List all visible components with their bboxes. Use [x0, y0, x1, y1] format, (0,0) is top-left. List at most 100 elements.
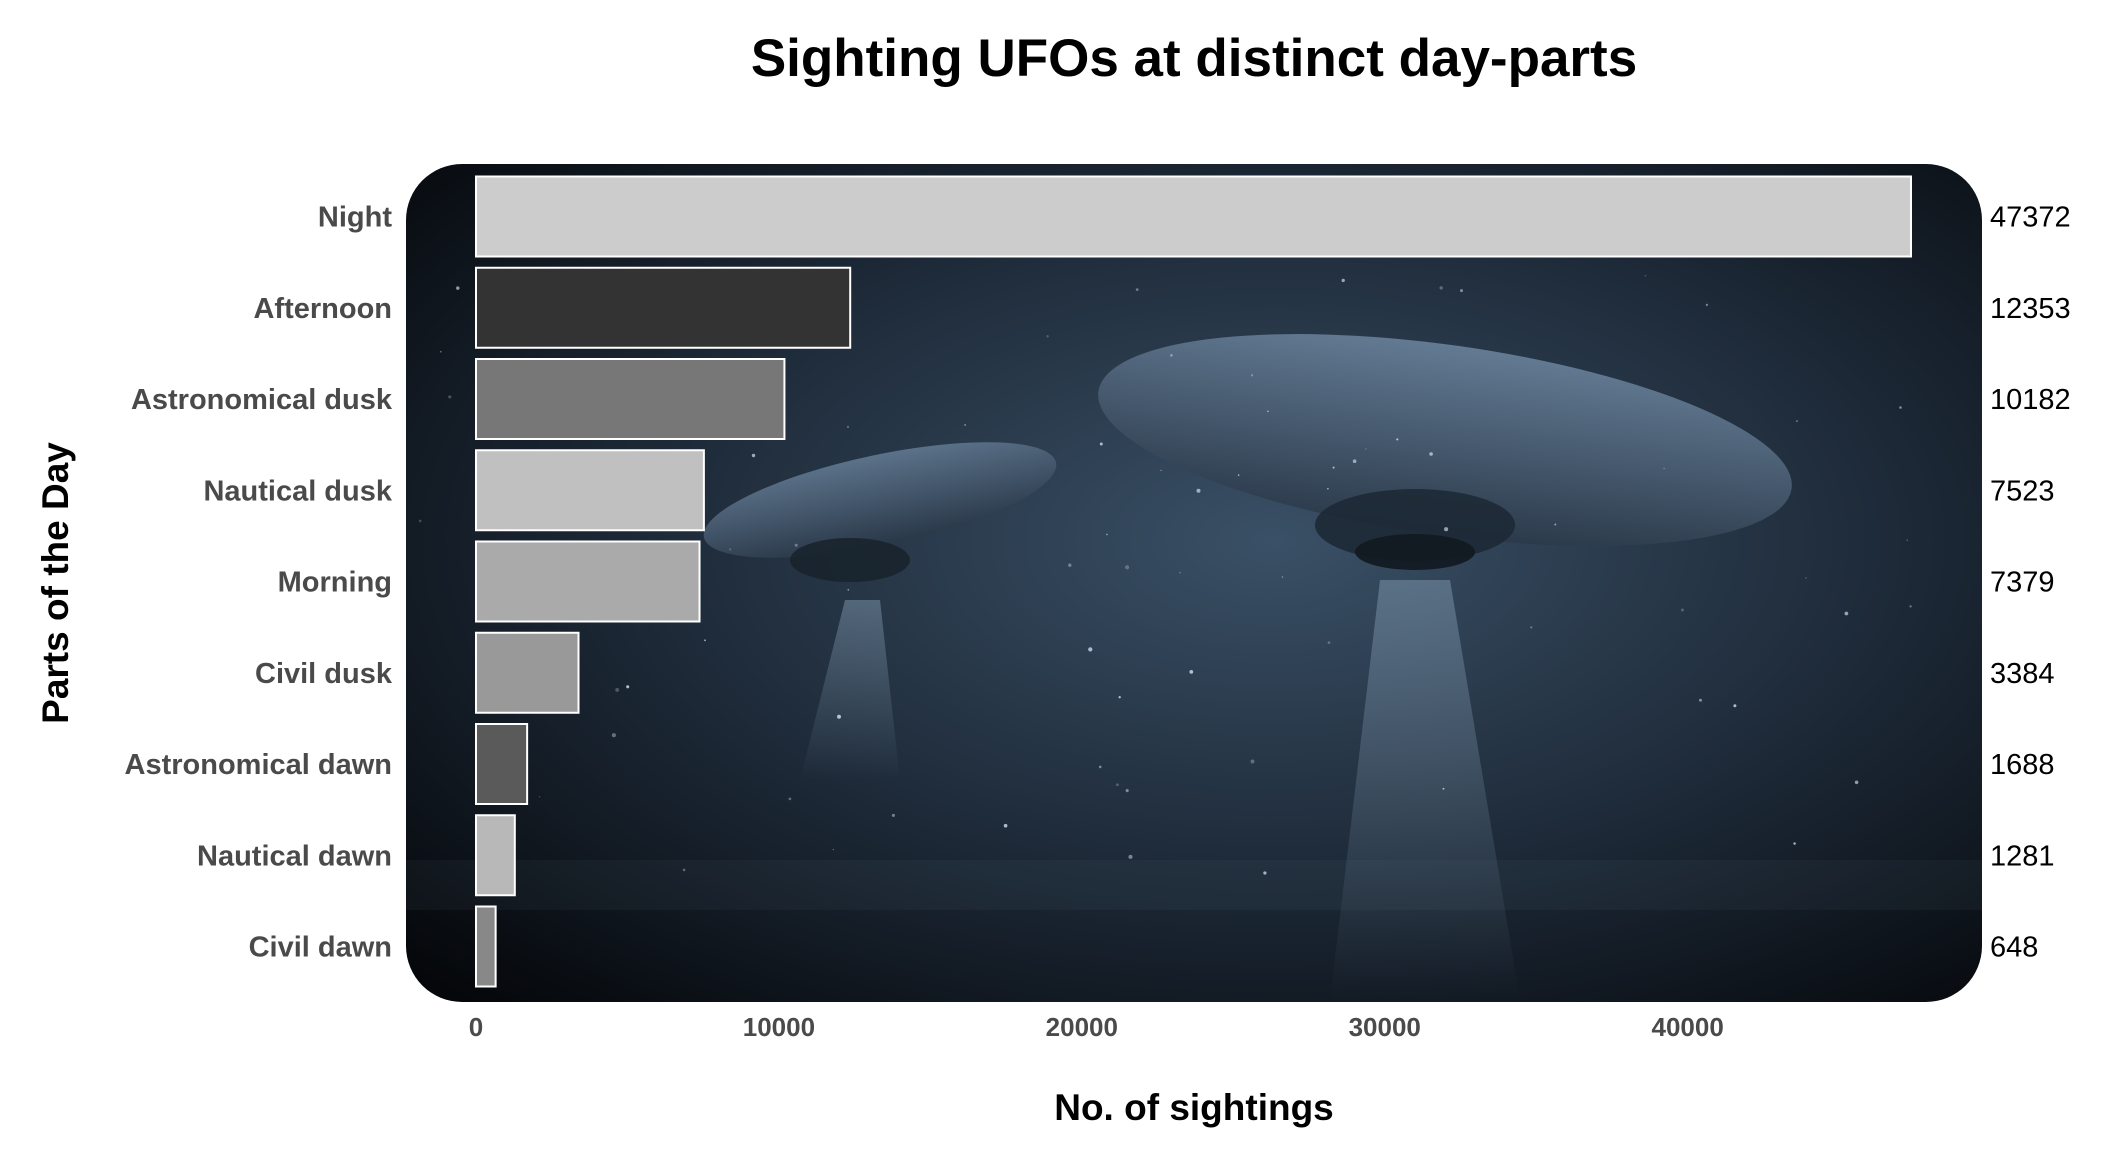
star [1341, 278, 1345, 283]
star [832, 848, 835, 851]
x-axis-title: No. of sightings [1054, 1087, 1334, 1128]
y-axis-title: Parts of the Day [35, 442, 76, 724]
star [1442, 787, 1445, 790]
x-tick-label: 0 [469, 1012, 483, 1042]
bar [475, 723, 529, 805]
star [682, 868, 686, 872]
value-label: 7523 [1990, 475, 2055, 507]
star [1003, 823, 1008, 828]
star [891, 813, 895, 817]
star [418, 519, 422, 523]
category-label: Nautical dusk [203, 475, 392, 507]
value-label: 1281 [1990, 840, 2055, 872]
star [440, 350, 442, 353]
x-tick-label: 10000 [743, 1012, 815, 1042]
value-label: 10182 [1990, 384, 2071, 416]
star [1795, 420, 1798, 423]
star [626, 685, 630, 689]
star [794, 543, 798, 547]
star [1068, 563, 1072, 567]
star [1909, 605, 1912, 608]
star [751, 453, 756, 458]
star [448, 395, 452, 399]
star [1793, 842, 1796, 845]
star [1263, 871, 1267, 875]
star [1396, 438, 1399, 441]
category-label: Astronomical dusk [131, 384, 393, 416]
star [1733, 704, 1737, 708]
star [847, 588, 850, 591]
star [1844, 611, 1849, 616]
star [837, 714, 841, 719]
star [1237, 474, 1240, 476]
star [1805, 577, 1807, 579]
value-label: 3384 [1990, 658, 2055, 690]
star [846, 425, 850, 429]
star [788, 797, 792, 801]
star [1530, 626, 1533, 629]
star [1099, 442, 1103, 446]
category-label: Civil dusk [255, 658, 393, 690]
value-label: 12353 [1990, 293, 2071, 325]
bar [475, 266, 852, 349]
star [1439, 286, 1443, 290]
category-label: Civil dawn [249, 932, 392, 964]
star [1365, 448, 1367, 450]
star [1327, 488, 1329, 490]
bar [475, 905, 497, 988]
value-label: 47372 [1990, 202, 2071, 234]
bar [475, 631, 580, 714]
star [704, 639, 706, 642]
category-label: Afternoon [253, 293, 392, 325]
star [456, 286, 460, 290]
star [1705, 303, 1709, 307]
star [1906, 539, 1908, 541]
star [1281, 576, 1284, 578]
star [729, 548, 732, 551]
star [1332, 466, 1335, 469]
value-label: 648 [1990, 932, 2038, 964]
star [1899, 406, 1902, 409]
star [1196, 488, 1201, 493]
category-label: Astronomical dawn [125, 749, 393, 781]
bar-group [475, 175, 1912, 988]
star [1663, 467, 1665, 470]
star [1088, 647, 1093, 652]
star [615, 687, 620, 692]
value-label: 7379 [1990, 567, 2055, 599]
star [1680, 608, 1684, 612]
star [1135, 288, 1139, 291]
x-tick-labels: 0 10000 20000 30000 40000 [469, 1012, 1724, 1042]
star [1098, 765, 1102, 769]
star [1179, 571, 1181, 574]
bar [475, 540, 701, 623]
star [1160, 469, 1162, 471]
bar [475, 358, 786, 440]
x-tick-label: 30000 [1349, 1012, 1421, 1042]
star [1429, 452, 1433, 456]
star [1128, 854, 1133, 859]
ufo-image [406, 334, 1982, 1000]
star [1046, 335, 1049, 338]
chart-title: Sighting UFOs at distinct day-parts [751, 29, 1637, 88]
bar [475, 814, 516, 897]
star [1118, 696, 1121, 699]
star [1644, 274, 1647, 277]
star [1116, 783, 1119, 787]
star [1460, 289, 1463, 293]
plot-background [406, 164, 1982, 1002]
star [1854, 780, 1859, 785]
star [1189, 670, 1194, 674]
category-label: Nautical dawn [197, 840, 392, 872]
star [1699, 698, 1702, 702]
bar [475, 449, 705, 532]
y-tick-labels: Night Afternoon Astronomical dusk Nautical … [125, 202, 393, 964]
star [1125, 565, 1130, 570]
star [1327, 641, 1331, 644]
star [1170, 354, 1173, 357]
star [1125, 789, 1129, 793]
x-tick-label: 40000 [1652, 1012, 1724, 1042]
star [1250, 759, 1255, 764]
category-label: Morning [278, 567, 392, 599]
